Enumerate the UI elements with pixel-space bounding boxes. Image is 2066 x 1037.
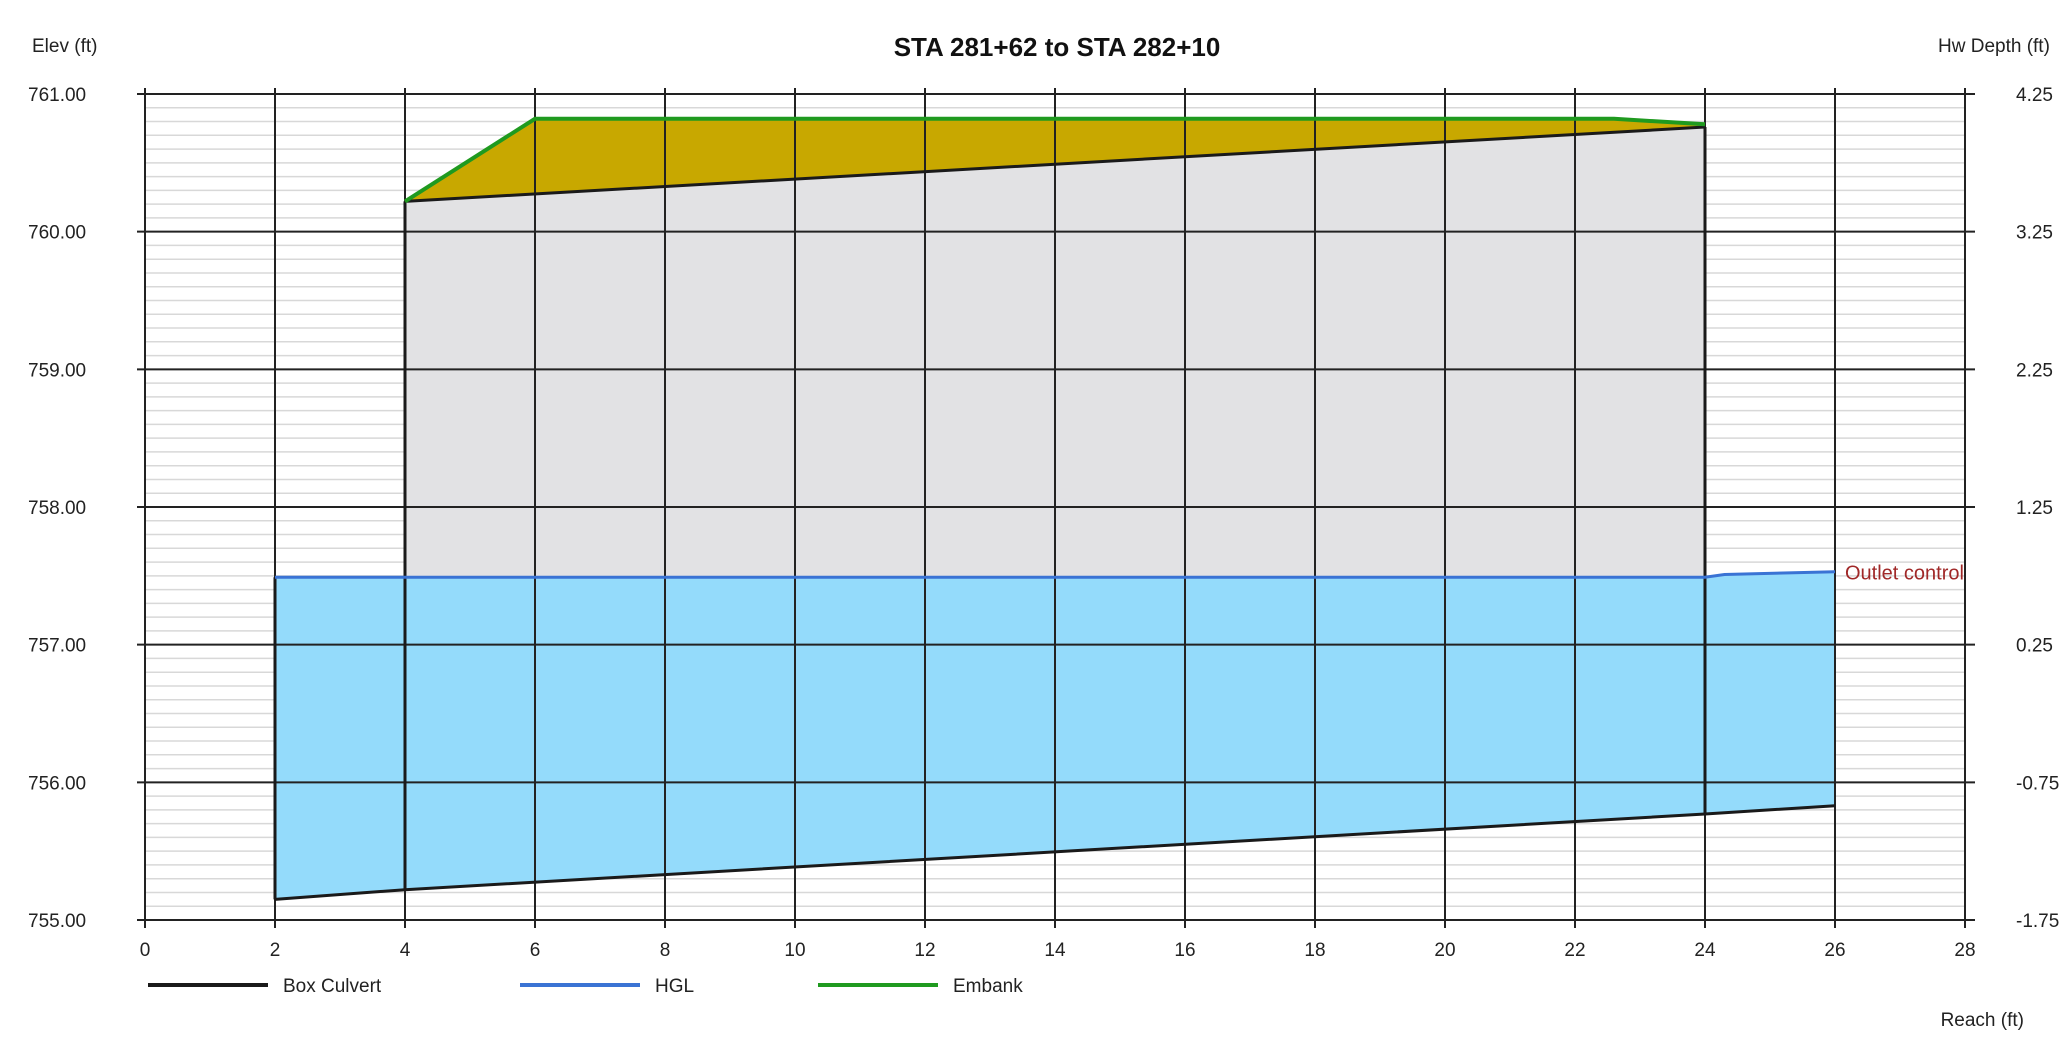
- hgl-line: [275, 570, 1836, 579]
- y2-tick-label: 4.25: [2016, 85, 2053, 106]
- major-grid-layer: [137, 88, 1975, 928]
- chart-title: STA 281+62 to STA 282+10: [894, 32, 1221, 62]
- legend-label: Box Culvert: [283, 976, 382, 997]
- x-tick-label: 22: [1564, 940, 1585, 961]
- x-tick-label: 4: [400, 940, 411, 961]
- y2-tick-label: 0.25: [2016, 636, 2053, 657]
- y-tick-label: 756.00: [28, 773, 86, 794]
- series-layer: [273, 116, 1836, 901]
- x-tick-label: 10: [784, 940, 805, 961]
- y2-tick-label: 2.25: [2016, 360, 2053, 381]
- box-culvert-crown-line: [404, 125, 1706, 203]
- x-tick-label: 16: [1174, 940, 1195, 961]
- y-tick-label: 759.00: [28, 360, 86, 381]
- x-tick-label: 18: [1304, 940, 1325, 961]
- y-tick-label: 760.00: [28, 223, 86, 244]
- x-tick-label: 8: [660, 940, 671, 961]
- x-tick-label: 2: [270, 940, 281, 961]
- y-tick-label: 755.00: [28, 911, 86, 932]
- y-tick-label: 757.00: [28, 636, 86, 657]
- legend-label: HGL: [655, 976, 694, 997]
- annotation-label: Outlet control: [1845, 563, 1964, 585]
- x-tick-label: 28: [1954, 940, 1975, 961]
- y2-tick-label: 1.25: [2016, 498, 2053, 519]
- text-layer: STA 281+62 to STA 282+10 Elev (ft) Hw De…: [28, 32, 2059, 1031]
- y2-tick-label: -0.75: [2016, 773, 2059, 794]
- y-tick-label: 761.00: [28, 85, 86, 106]
- y2-axis-label: Hw Depth (ft): [1938, 36, 2050, 57]
- x-tick-label: 12: [914, 940, 935, 961]
- x-tick-label: 24: [1694, 940, 1716, 961]
- box-culvert-invert-line: [274, 804, 1836, 901]
- legend: Box Culvert HGL Embank: [148, 976, 1023, 997]
- y2-tick-label: -1.75: [2016, 911, 2059, 932]
- legend-label: Embank: [953, 976, 1023, 997]
- y-axis-label: Elev (ft): [32, 36, 97, 57]
- x-axis-label: Reach (ft): [1941, 1010, 2024, 1031]
- x-tick-label: 14: [1044, 940, 1066, 961]
- x-tick-label: 0: [140, 940, 151, 961]
- y-tick-label: 758.00: [28, 498, 86, 519]
- embank-line: [403, 116, 1706, 204]
- x-tick-label: 20: [1434, 940, 1455, 961]
- x-tick-label: 6: [530, 940, 541, 961]
- y2-tick-label: 3.25: [2016, 223, 2053, 244]
- x-tick-label: 26: [1824, 940, 1845, 961]
